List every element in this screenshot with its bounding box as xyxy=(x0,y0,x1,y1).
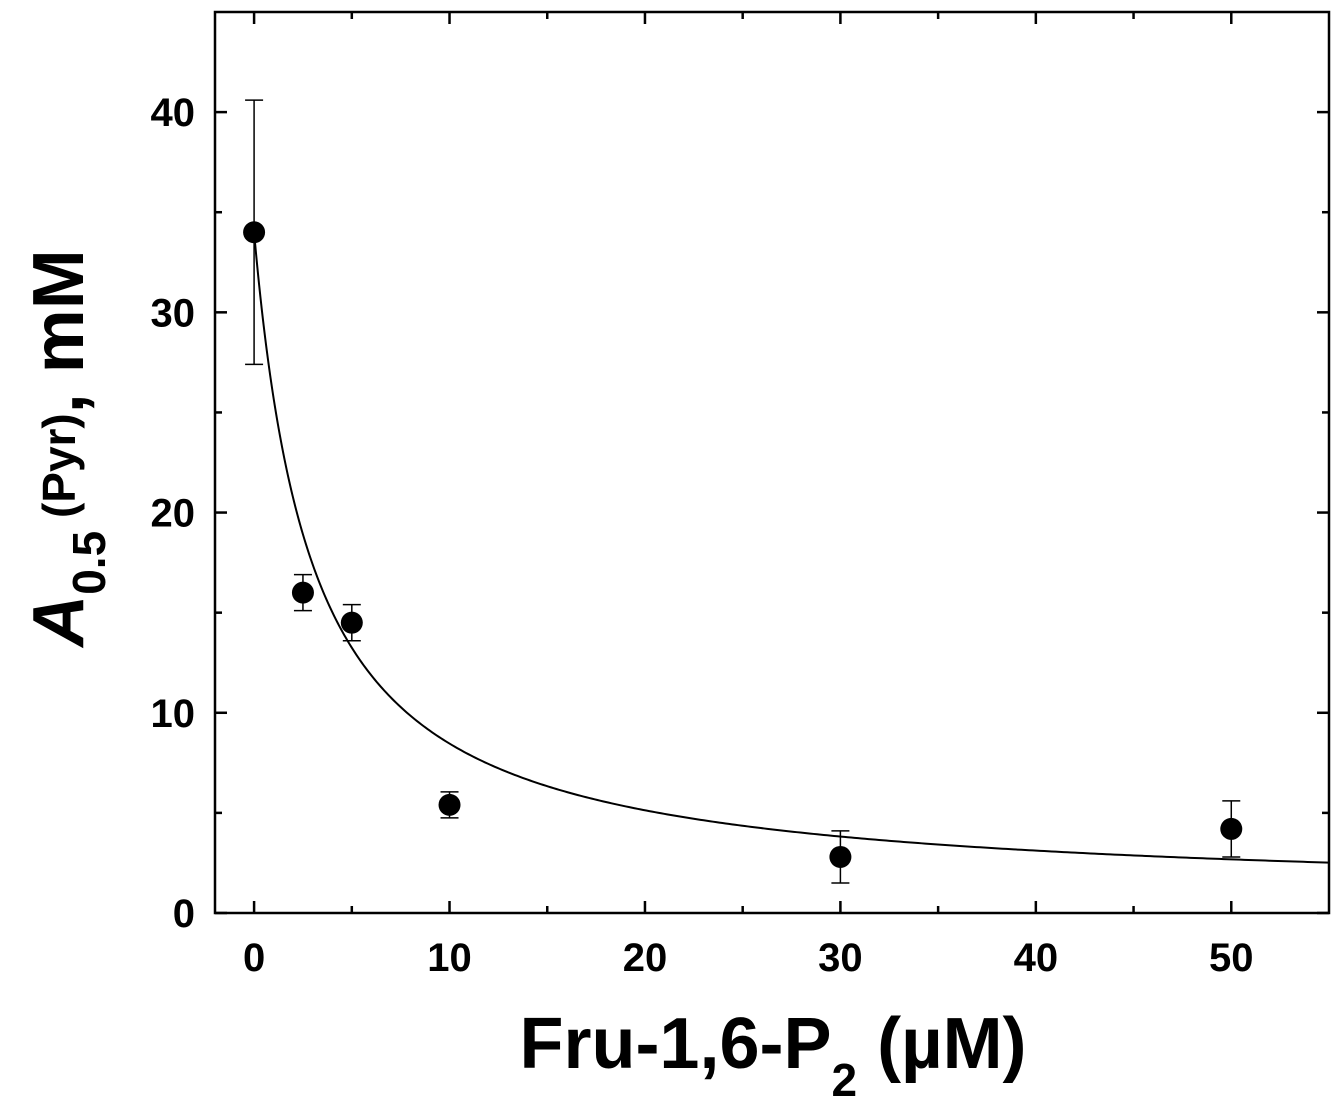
x-axis-title-subscript: 2 xyxy=(832,1054,858,1106)
data-point xyxy=(291,581,314,604)
y-tick-label: 30 xyxy=(151,291,196,335)
x-axis-title-suffix: (µM) xyxy=(857,1004,1026,1084)
y-axis-title-main: A xyxy=(19,595,99,649)
y-tick-label: 0 xyxy=(173,892,195,936)
y-axis-title-suffix: , mM xyxy=(19,249,99,413)
data-point xyxy=(438,793,461,816)
y-axis-title-paren: (Pyr) xyxy=(33,413,85,531)
x-tick-label: 0 xyxy=(243,936,265,980)
data-point xyxy=(243,221,266,244)
data-points xyxy=(243,221,1243,868)
x-tick-label: 30 xyxy=(818,936,863,980)
data-point xyxy=(340,611,363,634)
y-axis-title: A0.5 (Pyr), mM xyxy=(19,249,115,649)
data-point xyxy=(829,845,852,868)
x-axis-title-main: Fru-1,6-P xyxy=(519,1004,831,1084)
y-tick-label: 20 xyxy=(151,492,196,536)
y-tick-label: 10 xyxy=(151,692,196,736)
axis-tick-labels: 0 10 20 30 40 50 0 10 20 30 40 xyxy=(151,91,1254,980)
x-tick-label: 20 xyxy=(623,936,668,980)
y-tick-label: 40 xyxy=(151,91,196,135)
fit-curve xyxy=(253,232,1330,864)
error-bars xyxy=(245,99,1241,884)
data-point xyxy=(1220,817,1243,840)
x-tick-label: 50 xyxy=(1209,936,1254,980)
x-tick-label: 10 xyxy=(427,936,472,980)
axis-ticks xyxy=(215,12,1329,915)
y-axis-title-subscript: 0.5 xyxy=(63,531,115,595)
x-tick-label: 40 xyxy=(1014,936,1059,980)
plot-frame xyxy=(213,10,1331,915)
x-axis-title: Fru-1,6-P2 (µM) xyxy=(519,1004,1026,1106)
